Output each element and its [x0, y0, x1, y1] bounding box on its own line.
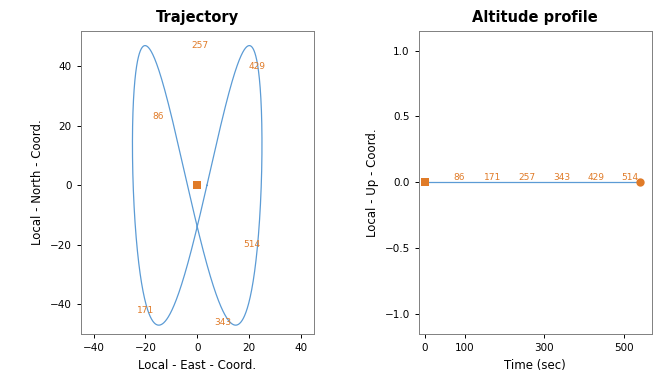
Text: 514: 514 — [621, 174, 638, 182]
Text: 514: 514 — [243, 240, 260, 249]
Title: Trajectory: Trajectory — [156, 10, 239, 25]
Text: 86: 86 — [153, 113, 164, 121]
Text: 343: 343 — [553, 174, 570, 182]
Text: 86: 86 — [453, 174, 465, 182]
Text: 257: 257 — [192, 41, 208, 50]
Text: 171: 171 — [485, 174, 501, 182]
X-axis label: Local - East - Coord.: Local - East - Coord. — [138, 359, 256, 372]
Text: 171: 171 — [137, 306, 154, 315]
Text: 429: 429 — [248, 62, 265, 71]
Text: 257: 257 — [519, 174, 536, 182]
Text: 429: 429 — [587, 174, 604, 182]
Y-axis label: Local - Up - Coord.: Local - Up - Coord. — [366, 128, 379, 237]
Y-axis label: Local - North - Coord.: Local - North - Coord. — [31, 119, 44, 245]
X-axis label: Time (sec): Time (sec) — [505, 359, 566, 372]
Text: 343: 343 — [214, 318, 232, 327]
Title: Altitude profile: Altitude profile — [472, 10, 598, 25]
